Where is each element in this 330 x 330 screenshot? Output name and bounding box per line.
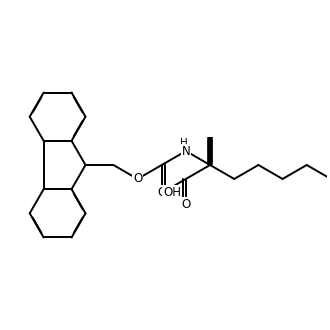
Text: O: O xyxy=(133,173,142,185)
Text: N: N xyxy=(182,145,190,157)
Text: O: O xyxy=(181,198,190,211)
Text: O: O xyxy=(157,186,166,199)
Text: OH: OH xyxy=(163,186,182,199)
Text: H: H xyxy=(180,138,188,148)
